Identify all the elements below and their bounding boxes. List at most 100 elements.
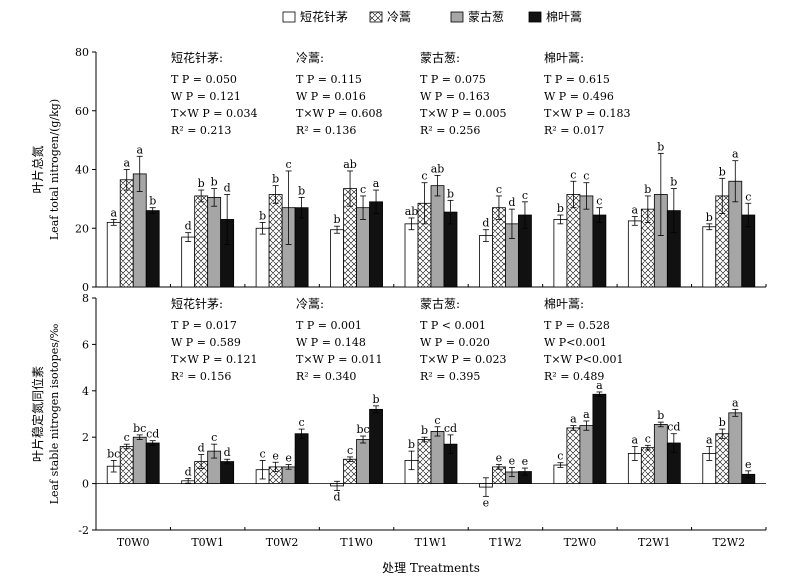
- significance-letter: c: [211, 431, 217, 444]
- significance-letter: a: [373, 177, 380, 190]
- significance-letter: c: [496, 183, 502, 196]
- significance-letter: b: [408, 438, 415, 451]
- significance-letter: d: [185, 220, 192, 233]
- stats-line: W P = 0.589: [171, 336, 241, 349]
- stats-line: W P = 0.121: [171, 90, 241, 103]
- significance-letter: d: [198, 442, 205, 455]
- stats-line: R² = 0.156: [171, 370, 231, 383]
- y-tick-label: 0: [82, 281, 89, 294]
- y-tick-label: 8: [82, 292, 89, 305]
- bar: [132, 436, 147, 485]
- significance-letter: a: [706, 433, 713, 446]
- significance-letter: e: [509, 454, 516, 467]
- significance-letter: b: [298, 184, 305, 197]
- significance-letter: c: [745, 190, 751, 203]
- significance-letter: c: [360, 183, 366, 196]
- stats-species: 蒙古葱:: [420, 50, 460, 65]
- stats-line: T P = 0.615: [544, 73, 610, 86]
- legend-label: 棉叶蒿: [546, 10, 582, 24]
- bar: [640, 447, 655, 485]
- significance-letter: b: [706, 211, 713, 224]
- legend: 短花针茅 冷蒿 蒙古葱 棉叶蒿: [282, 9, 582, 24]
- significance-letter: ab: [343, 158, 357, 171]
- bar: [553, 464, 568, 485]
- legend-swatch: [369, 11, 383, 23]
- bar: [702, 226, 717, 288]
- significance-letter: c: [596, 195, 602, 208]
- y-tick-label: 40: [75, 164, 89, 177]
- significance-letter: c: [583, 170, 589, 183]
- significance-letter: c: [286, 158, 292, 171]
- significance-letter: a: [110, 206, 117, 219]
- stats-line: T P = 0.528: [544, 319, 610, 332]
- y-tick-label: 80: [75, 46, 89, 59]
- bar: [369, 408, 383, 484]
- significance-letter: c: [434, 414, 440, 427]
- significance-letter: ab: [405, 205, 419, 218]
- significance-letter: b: [719, 416, 726, 429]
- stats-line: W P<0.001: [544, 336, 607, 349]
- bar: [268, 194, 283, 288]
- stats-line: T×W P = 0.121: [171, 353, 257, 366]
- significance-letter: e: [496, 452, 503, 465]
- y-tick-label: 60: [75, 105, 89, 118]
- significance-letter: c: [260, 447, 266, 460]
- panel-bottom: -2 0 2 4 6 8 叶片稳定氮同位素 Leaf stable nitrogen isot…: [30, 292, 767, 549]
- bar: [566, 427, 581, 485]
- bar: [181, 236, 196, 288]
- stats-line: R² = 0.256: [420, 124, 480, 137]
- significance-letter: a: [570, 413, 577, 426]
- x-tick-label: T1W2: [489, 536, 522, 549]
- bar: [479, 235, 493, 288]
- stats-line: T×W P = 0.608: [296, 107, 382, 120]
- y-axis-label-cn: 叶片稳定氮同位素: [30, 366, 45, 462]
- significance-letter: c: [522, 189, 528, 202]
- bar: [430, 185, 445, 288]
- stats-species: 蒙古葱:: [420, 296, 460, 311]
- x-tick-label: T0W0: [117, 536, 150, 549]
- legend-label: 蒙古葱: [468, 9, 504, 24]
- bar: [404, 223, 419, 288]
- bar: [715, 433, 730, 485]
- significance-letter: c: [124, 431, 130, 444]
- significance-letter: a: [632, 204, 639, 217]
- bar: [579, 195, 594, 288]
- significance-letter: b: [334, 213, 341, 226]
- significance-letter: e: [745, 458, 752, 471]
- significance-letter: bc: [107, 447, 120, 460]
- bar: [369, 201, 383, 288]
- stats-line: T×W P = 0.183: [544, 107, 630, 120]
- stats-line: T×W P<0.001: [544, 353, 623, 366]
- stats-line: W P = 0.020: [420, 336, 490, 349]
- y-tick-label: -2: [78, 524, 89, 537]
- significance-letter: a: [632, 433, 639, 446]
- stats-line: T P = 0.050: [171, 73, 237, 86]
- bar: [330, 229, 344, 288]
- y-tick-label: 0: [82, 478, 89, 491]
- legend-label: 短花针茅: [300, 9, 348, 24]
- legend-swatch: [450, 11, 464, 23]
- stats-line: R² = 0.489: [544, 370, 604, 383]
- stats-line: R² = 0.395: [420, 370, 480, 383]
- stats-line: R² = 0.136: [296, 124, 356, 137]
- significance-letter: c: [557, 450, 563, 463]
- significance-letter: b: [657, 409, 664, 422]
- stats-species: 棉叶蒿:: [544, 51, 584, 65]
- significance-letter: cd: [444, 422, 457, 435]
- significance-letter: c: [645, 432, 651, 445]
- y-tick-label: 4: [82, 385, 89, 398]
- significance-letter: bc: [356, 423, 369, 436]
- bar: [566, 194, 581, 288]
- bar: [579, 425, 594, 485]
- significance-letter: a: [136, 143, 143, 156]
- y-axis-label-en: Leaf total nitrogen/(g/kg): [48, 99, 61, 240]
- significance-letter: b: [644, 183, 651, 196]
- bar: [119, 179, 134, 288]
- bar: [294, 207, 309, 288]
- significance-letter: b: [421, 424, 428, 437]
- panel-top: 0 20 40 60 80 叶片总氮 Leaf total nitrogen/(g/kg) a…: [30, 46, 767, 294]
- bar: [194, 195, 209, 288]
- bar: [417, 439, 432, 484]
- x-tick-label: T0W1: [191, 536, 224, 549]
